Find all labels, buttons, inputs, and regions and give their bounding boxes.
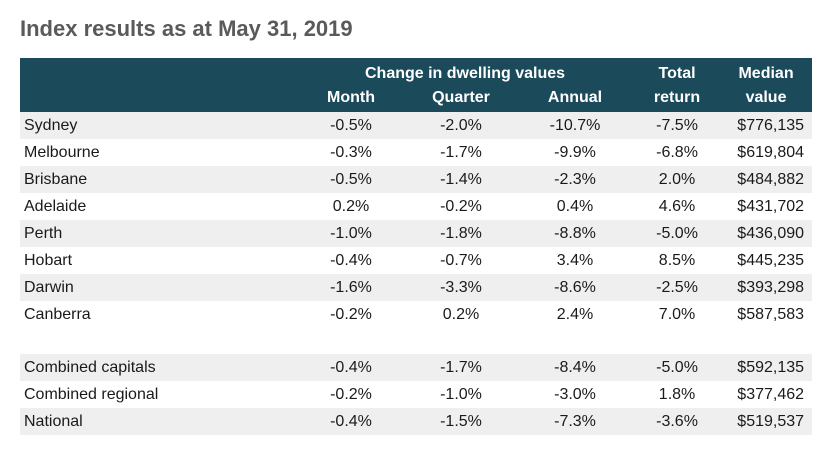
cell-annual: -9.9%: [554, 143, 596, 161]
cell-median: $587,583: [737, 305, 805, 323]
cell-name: Darwin: [24, 278, 74, 296]
table-row: Darwin -1.6% -3.3% -8.6% -2.5% $393,298: [20, 274, 813, 301]
cell-total: -2.5%: [656, 278, 698, 296]
spacer-cell: [20, 328, 812, 354]
cell-total: -7.5%: [656, 116, 698, 134]
cell-median: $431,702: [737, 197, 805, 215]
cell-median: $436,090: [737, 224, 805, 242]
cell-quarter: -1.7%: [440, 358, 482, 376]
cell-median: $776,135: [737, 116, 805, 134]
cell-total: 1.8%: [658, 385, 696, 403]
table-row: Hobart -0.4% -0.7% 3.4% 8.5% $445,235: [20, 247, 812, 274]
cell-month: -0.5%: [330, 170, 372, 188]
header-total-line1: Total: [658, 64, 696, 82]
cell-quarter: 0.2%: [442, 305, 480, 323]
cell-month: -1.0%: [330, 224, 372, 242]
cell-month: -0.4%: [330, 412, 372, 430]
table-row: Sydney -0.5% -2.0% -10.7% -7.5% $776,135: [20, 112, 813, 139]
cell-month: -0.2%: [330, 305, 372, 323]
cell-annual: 0.4%: [556, 197, 594, 215]
cell-quarter: -0.7%: [440, 251, 482, 269]
cell-annual: -2.3%: [554, 170, 596, 188]
header-group-change: Change in dwelling values: [364, 64, 566, 82]
cell-quarter: -1.0%: [440, 385, 482, 403]
cell-quarter: -1.4%: [440, 170, 482, 188]
cell-annual: -8.6%: [554, 278, 596, 296]
table-body: Sydney -0.5% -2.0% -10.7% -7.5% $776,135…: [20, 112, 813, 435]
header-month: Month: [327, 88, 375, 106]
cell-median: $393,298: [737, 278, 805, 296]
cell-month: -0.2%: [330, 385, 372, 403]
cell-annual: 3.4%: [556, 251, 594, 269]
cell-name: Hobart: [24, 251, 73, 269]
cell-median: $484,882: [737, 170, 805, 188]
header-quarter: Quarter: [432, 88, 490, 106]
cell-name: Sydney: [24, 116, 78, 134]
table-header: Change in dwelling values Total Median M…: [20, 58, 813, 112]
header-median-line2: value: [745, 88, 787, 106]
cell-month: -0.3%: [330, 143, 372, 161]
cell-month: 0.2%: [332, 197, 370, 215]
table-row-summary: Combined regional -0.2% -1.0% -3.0% 1.8%…: [20, 381, 812, 408]
header-blank-2: [20, 85, 296, 112]
cell-median: $619,804: [737, 143, 805, 161]
cell-total: 4.6%: [658, 197, 696, 215]
cell-month: -0.4%: [330, 358, 372, 376]
cell-annual: -10.7%: [549, 116, 601, 134]
cell-annual: -8.4%: [554, 358, 596, 376]
cell-quarter: -1.7%: [440, 143, 482, 161]
table-row: Perth -1.0% -1.8% -8.8% -5.0% $436,090: [20, 220, 813, 247]
cell-total: -3.6%: [656, 412, 698, 430]
cell-name: Adelaide: [24, 197, 87, 215]
cell-annual: -3.0%: [554, 385, 596, 403]
cell-median: $592,135: [737, 358, 805, 376]
cell-total: -5.0%: [656, 358, 698, 376]
header-row-2: Month Quarter Annual return value: [20, 85, 813, 112]
index-results-table-wrapper: Change in dwelling values Total Median M…: [20, 58, 813, 435]
header-row-1: Change in dwelling values Total Median: [20, 58, 813, 85]
spacer-row: [20, 328, 812, 354]
cell-name: Melbourne: [24, 143, 100, 161]
cell-quarter: -2.0%: [440, 116, 482, 134]
index-results-table: Change in dwelling values Total Median M…: [20, 58, 813, 435]
cell-name: Brisbane: [24, 170, 88, 188]
table-row: Adelaide 0.2% -0.2% 0.4% 4.6% $431,702: [20, 193, 812, 220]
cell-total: 8.5%: [658, 251, 696, 269]
cell-total: 7.0%: [658, 305, 696, 323]
cell-month: -0.4%: [330, 251, 372, 269]
cell-name: Perth: [24, 224, 63, 242]
cell-median: $519,537: [737, 412, 805, 430]
cell-median: $445,235: [737, 251, 805, 269]
cell-median: $377,462: [737, 385, 805, 403]
header-annual: Annual: [547, 88, 603, 106]
table-row: Melbourne -0.3% -1.7% -9.9% -6.8% $619,8…: [20, 139, 812, 166]
cell-total: 2.0%: [658, 170, 696, 188]
cell-name: Combined capitals: [24, 358, 156, 376]
header-total-line2: return: [653, 88, 701, 106]
cell-quarter: -3.3%: [440, 278, 482, 296]
cell-month: -0.5%: [330, 116, 372, 134]
cell-annual: -8.8%: [554, 224, 596, 242]
cell-name: Combined regional: [24, 385, 159, 403]
cell-total: -6.8%: [656, 143, 698, 161]
cell-name: Canberra: [24, 305, 91, 323]
cell-annual: 2.4%: [556, 305, 594, 323]
cell-annual: -7.3%: [554, 412, 596, 430]
cell-quarter: -1.5%: [440, 412, 482, 430]
cell-quarter: -0.2%: [440, 197, 482, 215]
table-row: Brisbane -0.5% -1.4% -2.3% 2.0% $484,882: [20, 166, 813, 193]
table-row-summary: Combined capitals -0.4% -1.7% -8.4% -5.0…: [20, 354, 813, 381]
table-row-summary: National -0.4% -1.5% -7.3% -3.6% $519,53…: [20, 408, 813, 435]
cell-month: -1.6%: [330, 278, 372, 296]
header-median-line1: Median: [738, 64, 794, 82]
table-row: Canberra -0.2% 0.2% 2.4% 7.0% $587,583: [20, 301, 812, 328]
page-title: Index results as at May 31, 2019: [20, 16, 353, 41]
cell-name: National: [24, 412, 83, 430]
cell-total: -5.0%: [656, 224, 698, 242]
cell-quarter: -1.8%: [440, 224, 482, 242]
header-blank: [20, 58, 296, 85]
